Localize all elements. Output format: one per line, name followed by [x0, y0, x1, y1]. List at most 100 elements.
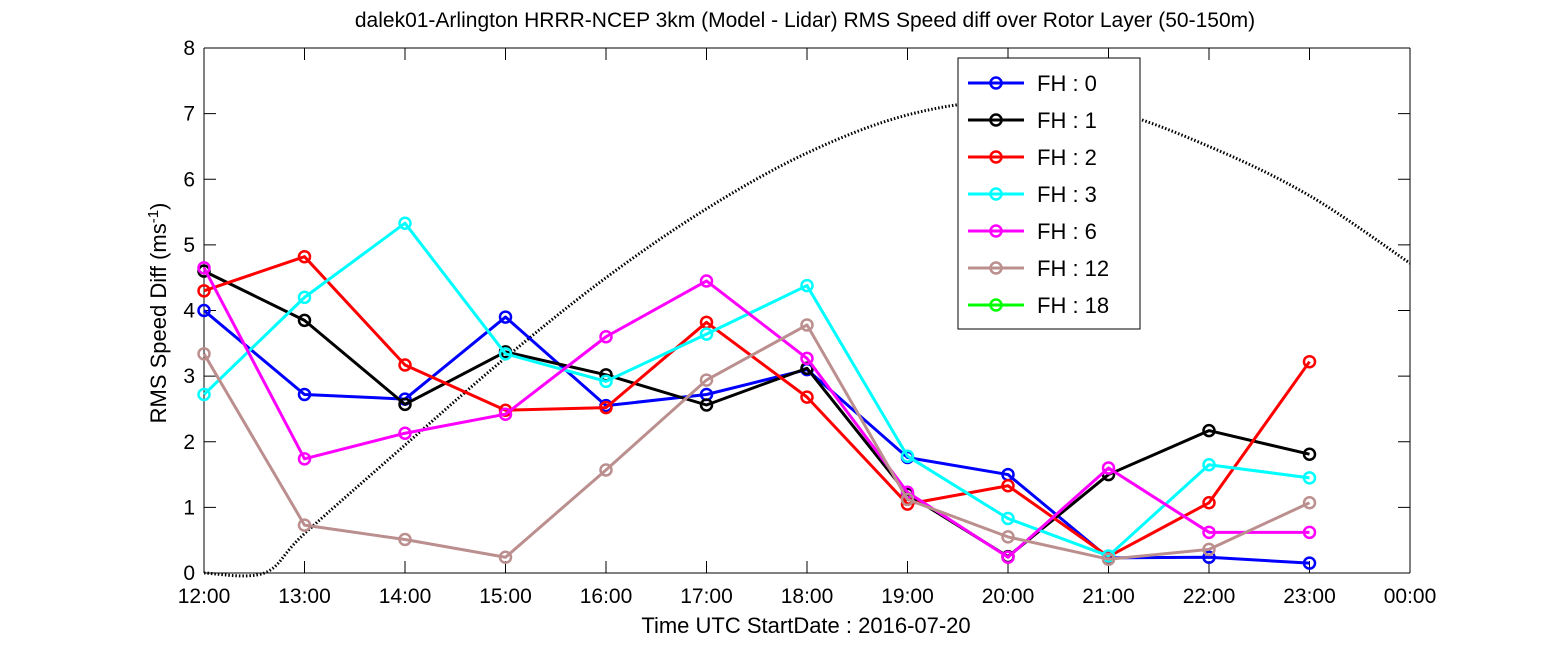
chart-title: dalek01-Arlington HRRR-NCEP 3km (Model -…	[355, 9, 1255, 32]
legend-swatch-marker	[989, 76, 1003, 90]
data-point	[1302, 556, 1317, 570]
data-point	[1302, 496, 1317, 510]
y-tick-label: 5	[183, 234, 195, 257]
legend-swatch-marker	[989, 150, 1003, 164]
data-point	[1302, 354, 1317, 369]
data-point	[498, 310, 513, 324]
x-tick-label: 17:00	[680, 585, 733, 608]
data-point	[800, 318, 814, 332]
data-point	[297, 452, 312, 466]
data-point	[900, 492, 915, 507]
legend-entry-fh-18: FH : 18	[968, 293, 1109, 318]
legend-swatch-marker	[989, 113, 1003, 127]
data-point	[800, 278, 814, 293]
data-point	[398, 358, 412, 372]
data-point	[599, 330, 613, 344]
data-point	[1202, 542, 1216, 557]
x-tick-label: 20:00	[982, 585, 1035, 608]
y-tick-label: 0	[183, 562, 195, 585]
y-tick-label: 7	[183, 103, 195, 126]
y-tick-label: 1	[183, 496, 195, 519]
x-tick-label: 13:00	[278, 585, 331, 608]
x-tick-label: 14:00	[379, 585, 432, 608]
data-point	[197, 347, 211, 361]
data-point	[197, 303, 211, 318]
legend-entry-fh-1: FH : 1	[968, 108, 1097, 133]
x-tick-label: 18:00	[781, 585, 834, 608]
series-line	[203, 269, 1310, 559]
series-fh-3	[197, 216, 1317, 563]
data-point	[1101, 461, 1116, 475]
data-point	[1302, 447, 1317, 461]
data-point	[1202, 457, 1216, 472]
x-tick-label: 22:00	[1183, 585, 1236, 608]
data-point	[498, 347, 513, 361]
legend-entry-fh-3: FH : 3	[968, 182, 1097, 207]
legend-label: FH : 1	[1037, 108, 1097, 133]
x-tick-label: 21:00	[1082, 585, 1135, 608]
legend-swatch-marker	[989, 224, 1003, 238]
data-point	[1202, 550, 1216, 564]
dotted-curve	[203, 98, 1411, 578]
legend-label: FH : 6	[1037, 219, 1097, 244]
data-point	[297, 518, 312, 532]
x-tick-label: 19:00	[881, 585, 934, 608]
series-line	[202, 221, 1310, 558]
data-point	[297, 249, 312, 264]
plot-area: 0 1 2 3 4 5 6 7 8 12:00 13:00 14:00 15:00 16:00 17:00 1…	[178, 37, 1437, 608]
legend-label: FH : 3	[1037, 182, 1097, 207]
y-tick-label: 3	[183, 365, 195, 388]
data-point	[398, 532, 412, 547]
data-point	[297, 290, 312, 305]
series-fh-0	[197, 303, 1317, 570]
data-point	[800, 390, 814, 404]
data-point	[197, 284, 211, 298]
data-point	[197, 261, 211, 275]
legend-swatch-marker	[989, 298, 1003, 312]
y-tick-label: 6	[183, 168, 195, 191]
data-point	[1001, 530, 1015, 544]
legend-swatch-marker	[989, 187, 1003, 201]
data-point	[1101, 552, 1116, 566]
y-tick-label: 4	[183, 300, 195, 323]
y-axis-label: RMS Speed Diff (ms-1)	[145, 203, 172, 424]
series-line	[203, 255, 1311, 559]
data-point	[800, 351, 814, 366]
x-tick-label: 00:00	[1384, 585, 1437, 608]
data-point	[699, 274, 714, 288]
y-axis-label-end: )	[146, 203, 171, 210]
x-tick-label: 12:00	[178, 585, 231, 608]
data-point	[1001, 550, 1015, 564]
legend-entry-fh-0: FH : 0	[968, 71, 1097, 96]
data-point	[599, 400, 613, 415]
series-fh-2	[197, 249, 1317, 564]
data-point	[398, 397, 412, 412]
data-point	[699, 398, 714, 412]
x-tick-label: 15:00	[479, 585, 532, 608]
data-point	[297, 387, 312, 402]
legend-label: FH : 12	[1037, 256, 1109, 281]
data-point	[398, 216, 412, 230]
legend-entry-fh-2: FH : 2	[968, 145, 1097, 170]
y-axis-label-sup: -1	[145, 210, 162, 223]
data-point	[1001, 478, 1015, 493]
legend: FH : 0 FH : 1 FH : 2 FH : 3 FH : 6 FH : 12 FH …	[957, 57, 1141, 330]
legend-swatch-marker	[989, 261, 1003, 275]
data-point	[1001, 511, 1015, 526]
x-axis-label: Time UTC StartDate : 2016-07-20	[641, 613, 970, 638]
data-point	[699, 373, 714, 387]
legend-entry-fh-6: FH : 6	[968, 219, 1097, 244]
data-point	[900, 449, 915, 463]
data-point	[1202, 496, 1216, 510]
data-point	[398, 426, 412, 440]
data-point	[1202, 525, 1216, 540]
series-line	[202, 267, 1310, 559]
data-point	[599, 463, 613, 477]
legend-label: FH : 2	[1037, 145, 1097, 170]
legend-label: FH : 0	[1037, 71, 1097, 96]
x-tick-label: 23:00	[1283, 585, 1336, 608]
data-point	[498, 407, 513, 421]
data-point	[197, 387, 211, 402]
legend-entry-fh-12: FH : 12	[968, 256, 1109, 281]
